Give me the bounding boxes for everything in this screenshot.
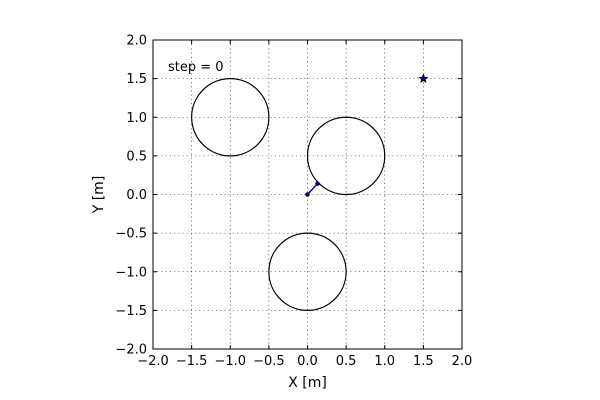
robot-path: [305, 181, 320, 197]
x-tick-label: 0.5: [336, 354, 357, 369]
obstacles: [191, 78, 386, 311]
y-tick-label: 2.0: [126, 34, 147, 49]
x-tick-label: 2.0: [452, 354, 473, 369]
grid-lines: [153, 40, 462, 349]
y-tick-label: −2.0: [115, 343, 147, 358]
obstacle-circle: [191, 78, 270, 157]
y-tick-label: 1.5: [126, 72, 147, 87]
x-tick-label: −1.0: [214, 354, 246, 369]
robot-path-point: [315, 181, 320, 186]
step-annotation: step = 0: [168, 60, 224, 75]
x-axis-label: X [m]: [288, 375, 327, 391]
y-tick-label: 1.0: [126, 111, 147, 126]
y-tick-label: −0.5: [115, 227, 147, 242]
goal: [418, 73, 429, 83]
robot-path-point: [305, 192, 310, 197]
x-tick-label: 1.5: [413, 354, 434, 369]
x-tick-label: 0.0: [297, 354, 318, 369]
obstacle-circle: [306, 116, 386, 196]
x-tick-label: −0.5: [253, 354, 285, 369]
obstacle-circle: [268, 232, 347, 311]
x-tick-label: −2.0: [137, 354, 169, 369]
y-tick-label: 0.0: [126, 188, 147, 203]
x-axis-ticks: −2.0 −1.5 −1.0 −0.5 0.0 0.5 1.0 1.5 2.0: [137, 40, 472, 369]
x-tick-label: 1.0: [374, 354, 395, 369]
y-tick-label: 0.5: [126, 149, 147, 164]
goal-star-marker: [418, 73, 429, 83]
y-axis-label: Y [m]: [91, 176, 107, 215]
y-tick-label: −1.5: [115, 304, 147, 319]
y-axis-ticks: −2.0 −1.5 −1.0 −0.5 0.0 0.5 1.0 1.5 2.0: [115, 34, 462, 358]
y-tick-label: −1.0: [115, 265, 147, 280]
robot-path-line: [307, 183, 319, 195]
x-tick-label: −1.5: [176, 354, 208, 369]
